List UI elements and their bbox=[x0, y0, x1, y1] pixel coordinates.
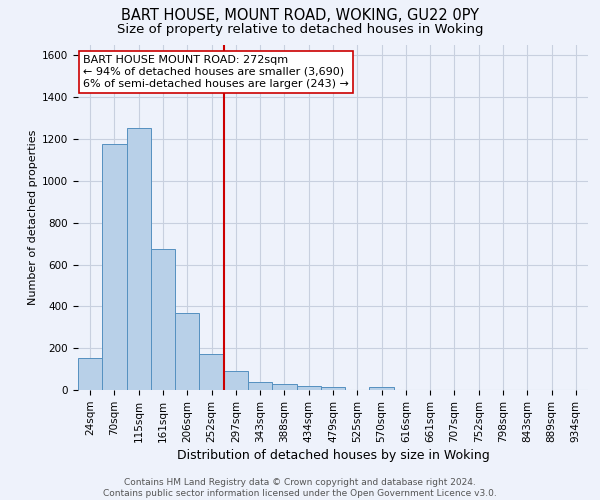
Text: Size of property relative to detached houses in Woking: Size of property relative to detached ho… bbox=[117, 22, 483, 36]
Text: BART HOUSE MOUNT ROAD: 272sqm
← 94% of detached houses are smaller (3,690)
6% of: BART HOUSE MOUNT ROAD: 272sqm ← 94% of d… bbox=[83, 56, 349, 88]
Bar bbox=[370, 387, 394, 390]
Bar bbox=[321, 387, 345, 390]
Bar bbox=[248, 382, 272, 390]
Text: Contains HM Land Registry data © Crown copyright and database right 2024.
Contai: Contains HM Land Registry data © Crown c… bbox=[103, 478, 497, 498]
Bar bbox=[224, 371, 248, 390]
Bar bbox=[151, 249, 175, 390]
Bar bbox=[78, 358, 102, 390]
Bar bbox=[296, 386, 321, 390]
Bar bbox=[175, 312, 199, 390]
Y-axis label: Number of detached properties: Number of detached properties bbox=[28, 130, 38, 305]
Bar bbox=[272, 384, 296, 390]
Bar bbox=[102, 144, 127, 390]
Text: BART HOUSE, MOUNT ROAD, WOKING, GU22 0PY: BART HOUSE, MOUNT ROAD, WOKING, GU22 0PY bbox=[121, 8, 479, 22]
Bar bbox=[199, 354, 224, 390]
Bar bbox=[127, 128, 151, 390]
X-axis label: Distribution of detached houses by size in Woking: Distribution of detached houses by size … bbox=[176, 449, 490, 462]
